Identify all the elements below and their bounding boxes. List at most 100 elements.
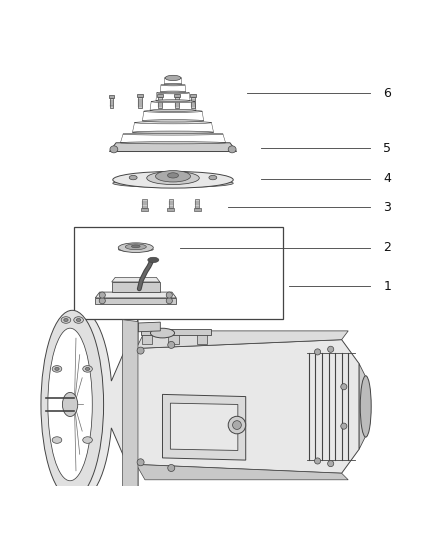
Circle shape: [328, 346, 334, 352]
Polygon shape: [142, 330, 152, 344]
Polygon shape: [123, 320, 138, 489]
Polygon shape: [168, 330, 179, 344]
Ellipse shape: [48, 328, 92, 481]
Ellipse shape: [142, 120, 204, 122]
Circle shape: [99, 297, 105, 304]
Polygon shape: [112, 277, 160, 282]
Ellipse shape: [131, 245, 140, 248]
Ellipse shape: [52, 437, 62, 443]
Text: 5: 5: [383, 142, 391, 155]
Circle shape: [341, 384, 347, 390]
Circle shape: [314, 349, 321, 355]
Ellipse shape: [123, 133, 223, 135]
Ellipse shape: [161, 84, 185, 86]
Circle shape: [228, 416, 246, 434]
Ellipse shape: [41, 310, 104, 499]
Ellipse shape: [118, 247, 153, 252]
Ellipse shape: [55, 367, 59, 370]
Polygon shape: [197, 330, 207, 344]
Circle shape: [314, 458, 321, 464]
Polygon shape: [175, 97, 180, 108]
Polygon shape: [195, 199, 199, 208]
Circle shape: [166, 297, 172, 304]
Ellipse shape: [76, 318, 81, 321]
Ellipse shape: [150, 109, 196, 111]
Polygon shape: [190, 94, 196, 97]
Ellipse shape: [165, 77, 181, 79]
Ellipse shape: [147, 172, 199, 184]
Ellipse shape: [62, 392, 78, 416]
Polygon shape: [142, 199, 147, 208]
Ellipse shape: [168, 173, 179, 178]
Text: 1: 1: [383, 280, 391, 293]
Polygon shape: [174, 94, 180, 97]
Ellipse shape: [113, 179, 233, 188]
Circle shape: [328, 461, 334, 467]
Ellipse shape: [360, 376, 371, 437]
Polygon shape: [194, 208, 201, 211]
Polygon shape: [110, 143, 237, 151]
Ellipse shape: [64, 318, 68, 321]
Polygon shape: [112, 282, 160, 292]
Ellipse shape: [148, 257, 159, 263]
Polygon shape: [138, 97, 142, 108]
Ellipse shape: [52, 366, 62, 372]
Polygon shape: [170, 403, 238, 450]
Circle shape: [166, 292, 172, 298]
Circle shape: [233, 421, 241, 430]
Polygon shape: [136, 464, 348, 480]
Polygon shape: [109, 95, 114, 98]
Polygon shape: [50, 310, 138, 498]
Polygon shape: [137, 94, 143, 97]
Ellipse shape: [83, 366, 92, 372]
Ellipse shape: [129, 175, 137, 180]
Ellipse shape: [209, 175, 217, 180]
Ellipse shape: [164, 83, 182, 85]
Ellipse shape: [113, 172, 233, 188]
Ellipse shape: [134, 122, 212, 124]
Text: 4: 4: [383, 172, 391, 185]
Ellipse shape: [110, 146, 118, 153]
Circle shape: [99, 292, 105, 298]
Polygon shape: [138, 322, 160, 332]
Ellipse shape: [155, 171, 191, 182]
Polygon shape: [95, 292, 176, 298]
Ellipse shape: [150, 328, 174, 338]
Ellipse shape: [74, 317, 83, 324]
Polygon shape: [191, 97, 194, 108]
Ellipse shape: [120, 142, 226, 144]
Ellipse shape: [67, 492, 77, 499]
Text: 3: 3: [383, 201, 391, 214]
Ellipse shape: [165, 75, 181, 80]
Bar: [74, 227, 283, 319]
Ellipse shape: [125, 244, 146, 249]
Ellipse shape: [118, 243, 153, 253]
Ellipse shape: [132, 131, 214, 133]
Ellipse shape: [157, 92, 189, 94]
Circle shape: [137, 459, 144, 466]
Ellipse shape: [151, 101, 195, 103]
Ellipse shape: [144, 110, 202, 112]
Ellipse shape: [83, 437, 92, 443]
Ellipse shape: [228, 146, 236, 153]
Circle shape: [137, 347, 144, 354]
Polygon shape: [157, 94, 163, 97]
Polygon shape: [136, 331, 348, 349]
Circle shape: [341, 423, 347, 429]
Polygon shape: [162, 394, 246, 460]
Ellipse shape: [160, 91, 186, 93]
Ellipse shape: [85, 367, 90, 370]
Polygon shape: [141, 208, 148, 211]
Polygon shape: [95, 298, 176, 304]
Polygon shape: [167, 208, 174, 211]
Polygon shape: [110, 98, 113, 108]
Ellipse shape: [156, 100, 190, 102]
Polygon shape: [158, 97, 162, 108]
Circle shape: [168, 464, 175, 472]
Polygon shape: [141, 329, 211, 335]
Circle shape: [168, 342, 175, 349]
Polygon shape: [359, 364, 368, 449]
Ellipse shape: [61, 317, 71, 324]
Polygon shape: [169, 199, 173, 208]
Text: 6: 6: [383, 87, 391, 100]
